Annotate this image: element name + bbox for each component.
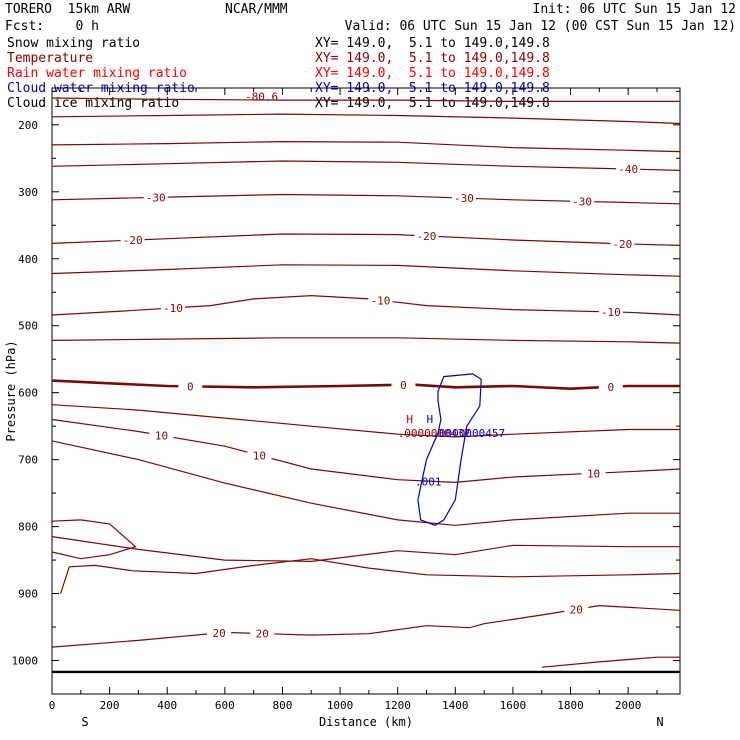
y-tick-label: 500 bbox=[18, 320, 38, 333]
temperature-contour-line bbox=[52, 536, 680, 563]
temperature-contour-label: 10 bbox=[155, 429, 168, 442]
x-tick-label: 1200 bbox=[384, 699, 411, 712]
temperature-contour-line bbox=[52, 337, 680, 344]
x-tick-label: 1000 bbox=[327, 699, 354, 712]
temperature-contour-line bbox=[52, 379, 680, 391]
temperature-contour-label: -20 bbox=[123, 234, 143, 247]
contour-label-bg bbox=[564, 603, 589, 615]
temperature-contour-label: -40 bbox=[618, 163, 638, 176]
temperature-contour-line bbox=[52, 97, 680, 102]
temperature-contour-line bbox=[52, 294, 680, 316]
contour-label-bg bbox=[207, 626, 232, 638]
y-tick-label: 600 bbox=[18, 387, 38, 400]
x-tick-label: 1600 bbox=[500, 699, 527, 712]
chart-annotation: H bbox=[406, 413, 413, 426]
temperature-contour-line bbox=[52, 519, 137, 560]
model-title: TORERO 15km ARW bbox=[5, 2, 131, 17]
temperature-contour-line bbox=[52, 264, 680, 277]
field-name-temperature: Temperature bbox=[7, 51, 94, 66]
chart-annotation: H bbox=[426, 413, 433, 426]
contour-label-bg bbox=[391, 378, 416, 390]
x-tick-label: 600 bbox=[215, 699, 235, 712]
field-name-snow: Snow mixing ratio bbox=[7, 36, 141, 51]
x-tick-label: 1400 bbox=[442, 699, 469, 712]
field-xy-temperature: XY= 149.0, 5.1 to 149.0,149.8 bbox=[315, 51, 550, 66]
y-tick-label: 400 bbox=[18, 253, 38, 266]
contour-label-bg bbox=[160, 301, 185, 313]
contour-label-bg bbox=[414, 229, 439, 241]
contour-label-bg bbox=[598, 305, 623, 317]
contour-label-bg bbox=[451, 192, 476, 204]
temperature-contour-label: 10 bbox=[587, 467, 600, 480]
chart-annotation: .0000000457 bbox=[432, 427, 505, 440]
contour-label-bg bbox=[598, 380, 623, 392]
contour-label-bg bbox=[120, 234, 145, 246]
temperature-contour-line bbox=[541, 656, 680, 668]
x-tick-label: 1800 bbox=[557, 699, 584, 712]
temperature-contour-line bbox=[52, 140, 680, 153]
contour-label-bg bbox=[178, 380, 203, 392]
temperature-contour-line bbox=[52, 233, 680, 246]
field-xy-rain: XY= 149.0, 5.1 to 149.0,149.8 bbox=[315, 66, 550, 81]
contour-label-bg bbox=[616, 163, 641, 175]
north-end-label: N bbox=[656, 715, 663, 729]
temperature-contour-label: 0 bbox=[187, 380, 194, 393]
contour-label-bg bbox=[570, 195, 595, 207]
x-tick-label: 200 bbox=[100, 699, 120, 712]
cloud-water-contour-line bbox=[417, 373, 482, 526]
temperature-contour-label: -20 bbox=[417, 230, 437, 243]
temperature-contour-line bbox=[52, 113, 680, 125]
x-tick-label: 400 bbox=[157, 699, 177, 712]
chart-annotation: -80.6 bbox=[245, 91, 278, 104]
contour-label-bg bbox=[143, 191, 168, 203]
contour-label-bg bbox=[581, 467, 606, 479]
y-tick-label: 300 bbox=[18, 186, 38, 199]
y-tick-label: 800 bbox=[18, 521, 38, 534]
y-tick-label: 900 bbox=[18, 588, 38, 601]
temperature-contour-line bbox=[60, 558, 680, 594]
valid-time: Valid: 06 UTC Sun 15 Jan 12 (00 CST Sun … bbox=[344, 19, 736, 34]
field-xy-snow: XY= 149.0, 5.1 to 149.0,149.8 bbox=[315, 36, 550, 51]
temperature-contour-label: -10 bbox=[601, 306, 621, 319]
cloud-water-contour-label: .001 bbox=[415, 476, 442, 489]
contour-label-bg bbox=[368, 294, 393, 306]
contour-label-bg bbox=[250, 627, 275, 639]
field-name-rain: Rain water mixing ratio bbox=[7, 66, 188, 81]
x-tick-label: 800 bbox=[273, 699, 293, 712]
forecast-hour: Fcst: 0 h bbox=[5, 19, 99, 34]
south-end-label: S bbox=[81, 715, 88, 729]
contour-label-bg bbox=[149, 429, 174, 441]
temperature-contour-line bbox=[52, 160, 680, 171]
x-tick-label: 0 bbox=[49, 699, 56, 712]
x-tick-label: 2000 bbox=[615, 699, 642, 712]
y-tick-label: 200 bbox=[18, 119, 38, 132]
temperature-contour-label: -10 bbox=[370, 294, 390, 307]
temperature-contour-line bbox=[52, 604, 680, 648]
org-label: NCAR/MMM bbox=[225, 2, 288, 17]
temperature-contour-label: 20 bbox=[570, 603, 583, 616]
contour-label-bg bbox=[610, 237, 635, 249]
temperature-contour-label: 0 bbox=[400, 379, 407, 392]
y-tick-label: 700 bbox=[18, 454, 38, 467]
temperature-contour-label: 20 bbox=[212, 627, 225, 640]
y-axis-label: Pressure (hPa) bbox=[4, 340, 18, 441]
temperature-contour-label: 0 bbox=[608, 381, 615, 394]
plot-frame bbox=[51, 87, 681, 695]
temperature-contour-label: -30 bbox=[572, 195, 592, 208]
chart-annotation: .0000000437 bbox=[398, 427, 471, 440]
contour-label-bg bbox=[247, 449, 272, 461]
temperature-contour-label: 20 bbox=[256, 628, 269, 641]
temperature-contour-label: -20 bbox=[612, 238, 632, 251]
temperature-contour-line bbox=[52, 404, 680, 438]
y-tick-label: 1000 bbox=[12, 655, 39, 668]
init-time: Init: 06 UTC Sun 15 Jan 12 bbox=[532, 2, 737, 17]
contour-layer: -40 -30 -30 -30 -20 -20 -20 -10 -10 -10 0 0 0 10 10 10 2… bbox=[52, 91, 680, 668]
temperature-contour-label: -10 bbox=[163, 302, 183, 315]
temperature-contour-line bbox=[52, 440, 680, 526]
x-axis-label: Distance (km) bbox=[319, 715, 413, 729]
temperature-contour-label: -30 bbox=[454, 192, 474, 205]
temperature-contour-label: -30 bbox=[146, 191, 166, 204]
temperature-contour-label: 10 bbox=[253, 449, 266, 462]
